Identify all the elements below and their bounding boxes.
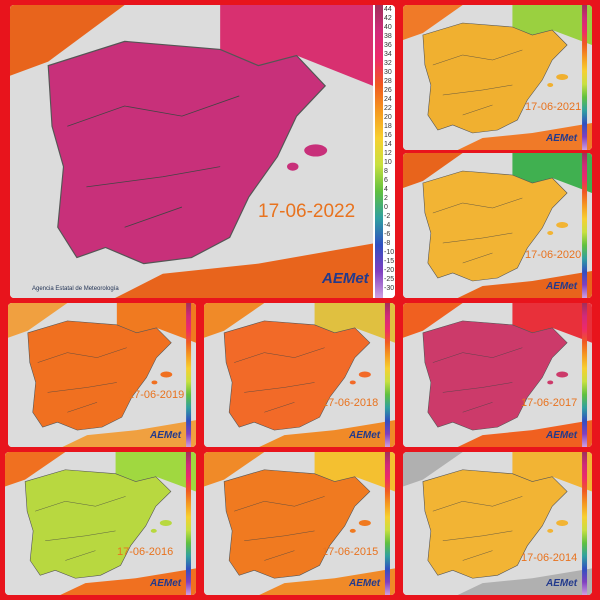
scale-label: 44	[384, 6, 392, 13]
scale-label: 10	[384, 159, 392, 166]
scale-label: -4	[384, 222, 391, 229]
main-panel: 17-06-2022 AEMet Agencia Estatal de Meteor…	[10, 5, 395, 298]
scale-label: 20	[384, 114, 392, 121]
scale-label: -30	[384, 285, 395, 292]
date-label: 17-06-2021	[525, 101, 582, 113]
scale-label: 40	[384, 24, 392, 31]
logo: AEMet	[322, 270, 369, 287]
logo: AEMet	[150, 430, 182, 441]
map-panel: 17-06-2017 AEMet	[403, 303, 592, 447]
scale-label: 2	[384, 195, 388, 202]
scale-label: 12	[384, 150, 392, 157]
scale-label: 32	[384, 60, 392, 67]
logo: AEMet	[150, 578, 182, 589]
scale-label: 38	[384, 33, 392, 40]
scale-label: 24	[384, 96, 392, 103]
scale-label: 42	[384, 15, 392, 22]
map	[204, 452, 395, 595]
scale-label: 4	[384, 186, 388, 193]
map-panel: 17-06-2020 AEMet	[403, 153, 592, 298]
scale-label: -10	[384, 249, 395, 256]
map	[204, 303, 395, 447]
scale-label: -25	[384, 276, 395, 283]
map	[403, 153, 592, 298]
date-label: 17-06-2020	[525, 249, 582, 261]
logo: AEMet	[546, 281, 578, 292]
scale-label: -6	[384, 231, 391, 238]
map-panel: 17-06-2015 AEMet	[204, 452, 395, 595]
scale-label: 34	[384, 51, 392, 58]
scale-label: 16	[384, 132, 392, 139]
scale-label: 30	[384, 69, 392, 76]
scale-label: -2	[384, 213, 391, 220]
agency: Agencia Estatal de Meteorología	[32, 286, 119, 292]
scale-label: 8	[384, 168, 388, 175]
map	[403, 303, 592, 447]
map	[10, 5, 373, 298]
scale-label: 26	[384, 87, 392, 94]
map-panel: 17-06-2014 AEMet	[403, 452, 592, 595]
logo: AEMet	[349, 430, 381, 441]
scale-label: 36	[384, 42, 392, 49]
scale-label: 22	[384, 105, 392, 112]
scale-bar	[375, 5, 383, 298]
scale-label: -8	[384, 240, 391, 247]
map-panel: 17-06-2016 AEMet	[5, 452, 196, 595]
map	[8, 303, 196, 447]
logo: AEMet	[546, 578, 578, 589]
map	[5, 452, 196, 595]
logo: AEMet	[349, 578, 381, 589]
date-label: 17-06-2015	[322, 546, 379, 558]
map-panel: 17-06-2018 AEMet	[204, 303, 395, 447]
date-label: 17-06-2018	[322, 397, 379, 409]
date-label: 17-06-2022	[258, 201, 356, 222]
scale-label: 28	[384, 78, 392, 85]
color-scale: 44 42 40 38 36 34 32 30 28 26 24 22 20 18 16 14 12 10 8 6 4 2…	[373, 5, 395, 298]
date-label: 17-06-2014	[521, 552, 578, 564]
logo: AEMet	[546, 133, 578, 144]
map	[403, 5, 592, 150]
scale-label: 0	[384, 204, 388, 211]
scale-label: 14	[384, 141, 392, 148]
scale-label: 6	[384, 177, 388, 184]
scale-label: 18	[384, 123, 392, 130]
date-label: 17-06-2017	[521, 397, 578, 409]
map-panel: 17-06-2021 AEMet	[403, 5, 592, 150]
map-panel: 17-06-2019 AEMet	[8, 303, 196, 447]
logo: AEMet	[546, 430, 578, 441]
map	[403, 452, 592, 595]
date-label: 17-06-2016	[117, 546, 174, 558]
scale-label: -15	[384, 258, 395, 265]
scale-label: -20	[384, 267, 395, 274]
date-label: 17-06-2019	[128, 389, 185, 401]
